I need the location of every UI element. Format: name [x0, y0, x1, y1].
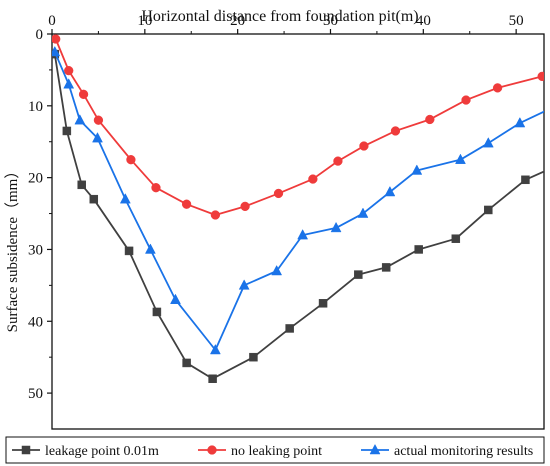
y-tick-label: 30 [28, 242, 43, 258]
y-tick-label: 40 [28, 314, 43, 330]
data-point [93, 115, 104, 125]
y-tick-label: 20 [28, 171, 43, 187]
data-point [52, 34, 61, 44]
series-line [54, 38, 543, 216]
data-point [64, 65, 74, 76]
data-point [52, 45, 61, 57]
legend-marker [207, 445, 217, 455]
legend-label: leakage point 0.01m [45, 444, 159, 459]
data-point [62, 126, 72, 136]
data-point [354, 270, 363, 279]
data-point [77, 180, 86, 190]
data-point [333, 156, 343, 166]
data-point [92, 132, 103, 143]
data-point [414, 245, 423, 254]
data-point [181, 199, 192, 209]
data-point [240, 201, 250, 212]
legend-entry: leakage point 0.01m [12, 444, 159, 459]
data-point [308, 174, 318, 184]
axes-layer: 0 10 20 30 40 50 0 10 20 30 40 50 [28, 13, 545, 430]
data-point [381, 263, 391, 272]
x-tick-label: 30 [323, 13, 338, 29]
x-axis-title: Horizontal distance from foundation pit(… [141, 8, 418, 25]
plot-frame [51, 33, 545, 430]
series-1 [52, 49, 544, 383]
data-point [119, 193, 131, 204]
data-point [425, 114, 435, 125]
x-tick-label: 50 [509, 13, 524, 29]
data-point [357, 207, 369, 218]
legend-label: actual monitoring results [394, 444, 533, 459]
series-layer [52, 34, 544, 383]
data-point [78, 89, 89, 99]
data-point [238, 279, 250, 290]
data-point [89, 194, 99, 204]
data-point [482, 137, 494, 148]
data-point [330, 221, 342, 233]
data-point [126, 155, 136, 165]
data-point [273, 188, 284, 199]
data-point [124, 246, 134, 256]
data-point [318, 299, 328, 308]
legend-entry: actual monitoring results [361, 443, 533, 459]
data-point [152, 307, 162, 317]
data-point [537, 71, 544, 82]
data-point [514, 117, 526, 128]
legend-marker [369, 443, 381, 455]
y-axis-title: Surface subsidence（mm） [4, 164, 21, 333]
data-point [384, 185, 396, 197]
data-point [451, 234, 461, 243]
y-tick-label: 10 [28, 99, 43, 115]
x-tick-label: 20 [230, 13, 245, 29]
data-point [492, 83, 503, 93]
legend: leakage point 0.01m no leaking point actua… [5, 436, 545, 464]
data-point [271, 264, 283, 276]
data-point [297, 229, 309, 240]
data-point [484, 205, 493, 215]
x-tick-label: 10 [137, 13, 152, 29]
series-2 [52, 34, 544, 220]
legend-entry: no leaking point [198, 444, 322, 459]
data-point [74, 114, 86, 125]
data-point [461, 95, 471, 105]
legend-label: no leaking point [231, 444, 322, 459]
data-point [144, 243, 156, 254]
data-point [455, 153, 466, 164]
series-3 [52, 45, 544, 355]
data-point [521, 175, 530, 185]
data-point [63, 78, 75, 89]
legend-marker [21, 445, 31, 455]
data-point [249, 352, 258, 362]
data-point [209, 343, 221, 355]
legend-box [5, 436, 545, 464]
data-point [208, 374, 217, 383]
data-point [411, 164, 423, 175]
data-point [182, 358, 191, 368]
y-tick-label: 0 [36, 27, 44, 43]
data-point [359, 141, 369, 151]
data-point [210, 210, 221, 220]
data-point [170, 293, 181, 304]
data-point [285, 324, 294, 333]
y-tick-label: 50 [28, 386, 43, 402]
data-point [390, 126, 401, 136]
data-point [151, 183, 161, 193]
x-tick-label: 0 [48, 13, 56, 29]
x-tick-label: 40 [416, 13, 431, 29]
